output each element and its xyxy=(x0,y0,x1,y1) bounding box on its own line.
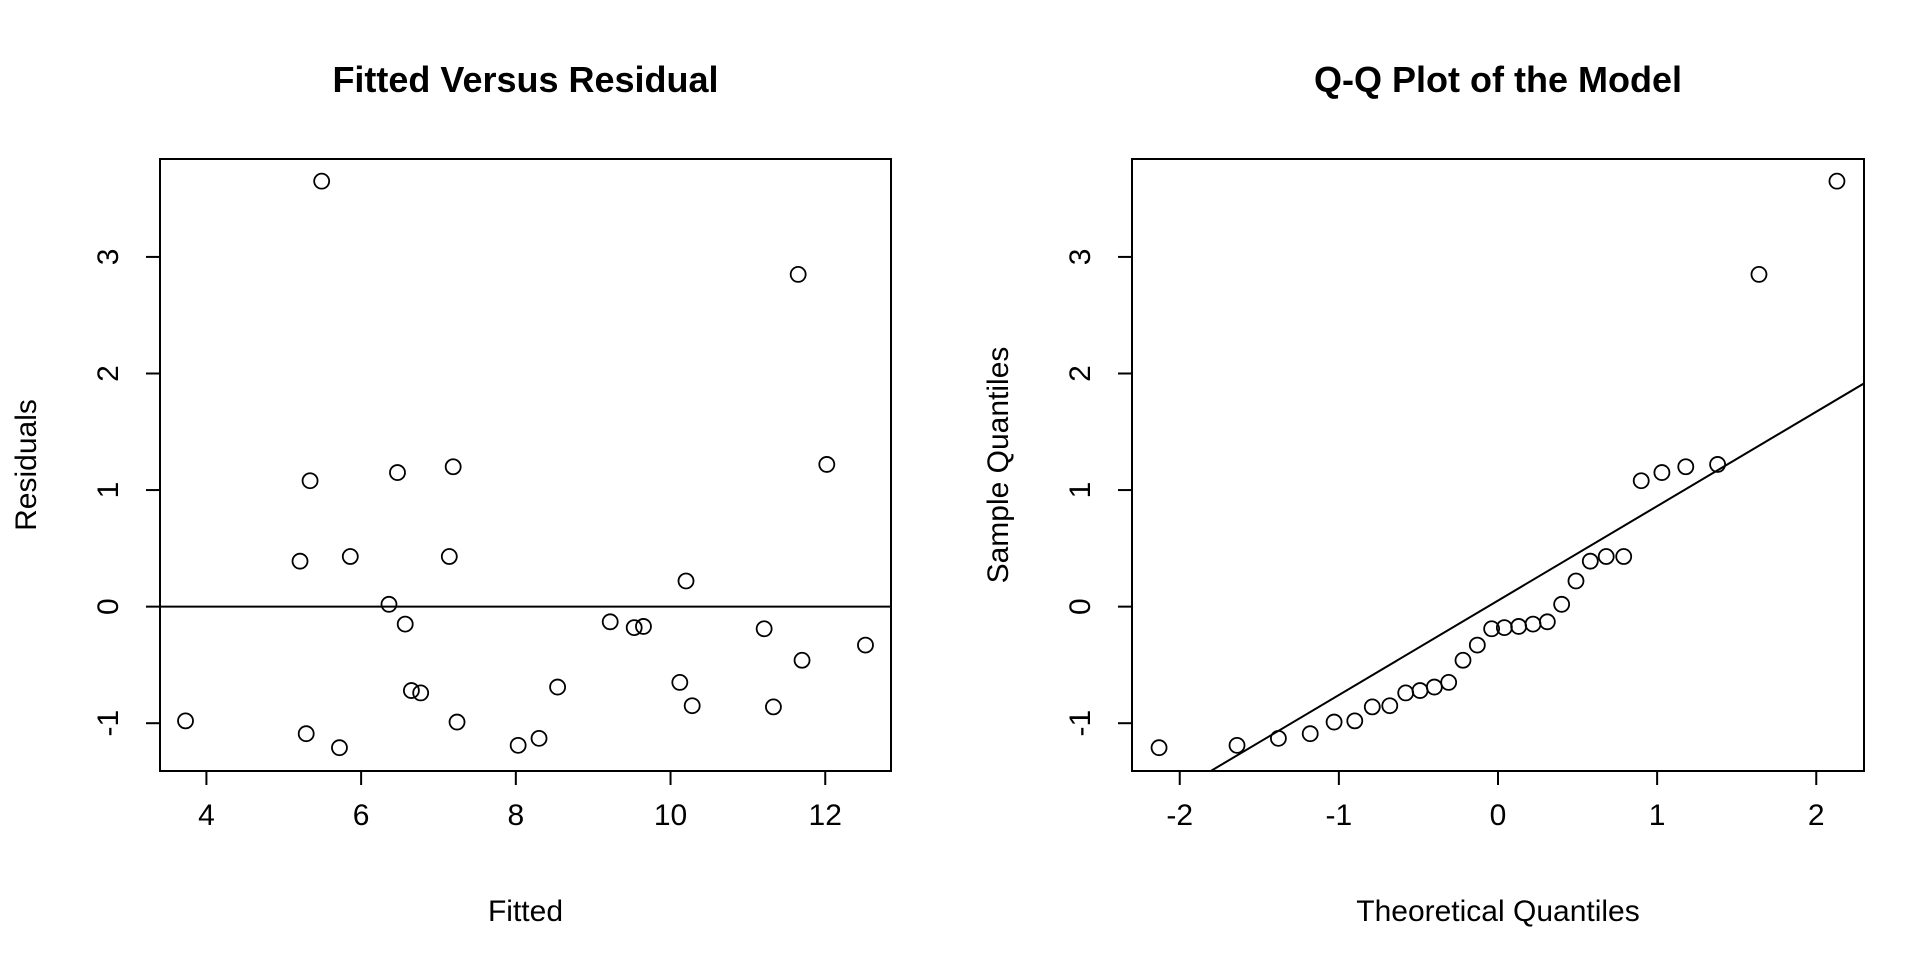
y-tick-label: 1 xyxy=(1064,482,1097,499)
data-point xyxy=(412,684,430,702)
data-point xyxy=(380,595,398,613)
data-point xyxy=(1150,739,1168,757)
data-point xyxy=(1538,613,1556,631)
data-point xyxy=(793,651,811,669)
data-point xyxy=(549,678,567,696)
x-tick-label: -1 xyxy=(1326,799,1353,832)
data-point xyxy=(396,615,414,633)
x-tick-label: -2 xyxy=(1166,799,1193,832)
y-axis-title: Sample Quantiles xyxy=(982,347,1015,584)
data-point xyxy=(403,682,420,699)
chart-title: Q-Q Plot of the Model xyxy=(1314,59,1682,100)
y-tick-label: 3 xyxy=(1064,249,1097,266)
data-point xyxy=(1677,458,1695,476)
data-point xyxy=(1454,651,1472,669)
chart-panel-2: Q-Q Plot of the Model Theoretical Quantil… xyxy=(982,59,1865,928)
data-point xyxy=(389,464,406,481)
data-point xyxy=(1270,729,1287,747)
data-point xyxy=(291,552,309,570)
data-point xyxy=(625,619,643,637)
data-point xyxy=(1709,456,1726,473)
y-axis-title: Residuals xyxy=(10,399,43,531)
y-tick-label: 3 xyxy=(92,249,125,266)
x-axis-title: Theoretical Quantiles xyxy=(1356,895,1639,928)
data-point xyxy=(1581,552,1599,570)
x-tick-label: 1 xyxy=(1649,799,1666,832)
qq-reference-line xyxy=(1208,382,1864,771)
y-tick-label: 1 xyxy=(92,482,125,499)
data-point xyxy=(1325,713,1343,731)
x-tick-label: 4 xyxy=(198,799,215,832)
x-tick-label: 10 xyxy=(654,799,687,832)
x-tick-label: 2 xyxy=(1808,799,1825,832)
data-point xyxy=(1228,736,1246,754)
data-point xyxy=(1567,572,1585,590)
data-point xyxy=(1615,548,1633,565)
data-point xyxy=(755,620,773,638)
plot-frame xyxy=(159,158,892,772)
x-tick-label: 0 xyxy=(1490,799,1507,832)
data-point xyxy=(1346,712,1364,730)
data-point xyxy=(177,712,194,730)
data-point xyxy=(1553,595,1571,613)
data-point xyxy=(331,739,348,757)
data-point xyxy=(1301,725,1319,743)
data-point xyxy=(301,472,319,490)
data-point xyxy=(448,713,466,731)
data-point xyxy=(677,572,695,590)
x-axis-title: Fitted xyxy=(488,895,563,928)
chart-panel-1: Fitted Versus Residual Fitted Residuals 4 6 8… xyxy=(10,59,892,928)
data-point xyxy=(530,729,548,747)
data-point xyxy=(1363,698,1381,716)
data-point xyxy=(601,613,619,631)
data-point xyxy=(1632,472,1650,490)
y-tick-label: -1 xyxy=(1064,710,1097,737)
data-point xyxy=(765,698,782,716)
data-point xyxy=(297,725,315,743)
data-point xyxy=(440,548,458,565)
data-point xyxy=(1483,620,1501,638)
data-point xyxy=(313,172,331,190)
y-tick-label: 0 xyxy=(92,598,125,615)
data-point xyxy=(1653,464,1671,481)
x-tick-label: 6 xyxy=(353,799,370,832)
data-point xyxy=(1750,266,1768,283)
data-point xyxy=(671,674,689,691)
data-point xyxy=(857,636,874,654)
x-tick-label: 8 xyxy=(507,799,524,832)
data-point xyxy=(1597,548,1615,565)
x-tick-label: 12 xyxy=(809,799,842,832)
chart-title: Fitted Versus Residual xyxy=(332,59,718,100)
y-tick-label: 0 xyxy=(1064,598,1097,615)
data-point xyxy=(683,697,701,715)
data-point xyxy=(341,548,359,565)
data-point xyxy=(1381,697,1399,715)
y-tick-label: 2 xyxy=(1064,365,1097,382)
data-point xyxy=(509,736,527,754)
y-tick-label: 2 xyxy=(92,365,125,382)
data-point xyxy=(789,266,807,283)
data-point xyxy=(1468,636,1486,654)
data-point xyxy=(635,618,652,635)
data-point xyxy=(818,456,836,473)
y-tick-label: -1 xyxy=(92,710,125,737)
data-point xyxy=(1828,172,1846,190)
data-point xyxy=(1440,674,1458,691)
data-point xyxy=(444,458,462,476)
